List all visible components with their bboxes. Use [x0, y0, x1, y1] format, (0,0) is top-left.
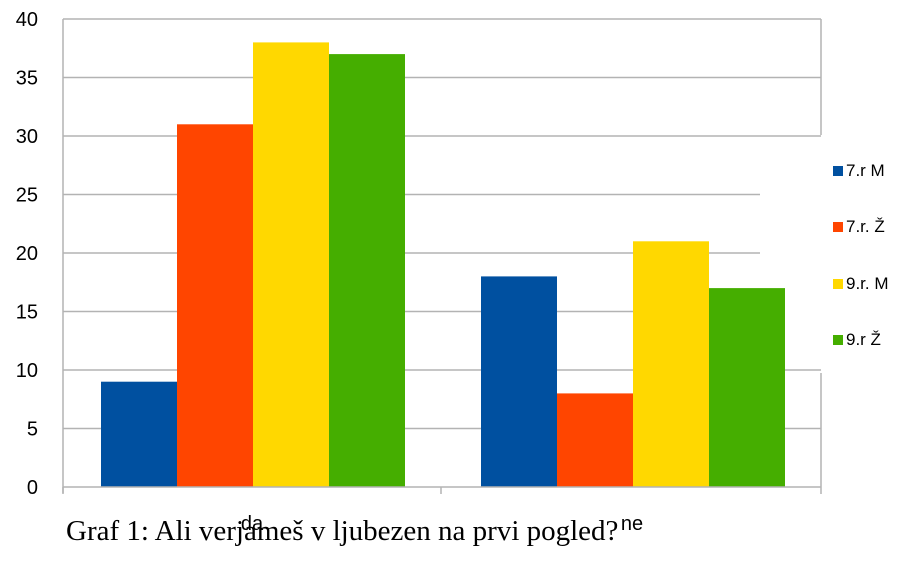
y-tick-label: 35: [16, 68, 38, 90]
legend-swatch: [833, 279, 843, 289]
bar: [709, 288, 785, 487]
bar: [329, 54, 405, 487]
bar: [633, 241, 709, 487]
bar: [557, 393, 633, 487]
bar: [481, 276, 557, 487]
x-tick-label: ne: [621, 513, 643, 535]
y-tick-label: 20: [16, 243, 38, 265]
x-tick-label: da: [241, 513, 264, 535]
x-axis-tick-labels: da ne: [241, 513, 643, 535]
bar: [253, 42, 329, 488]
y-tick-label: 25: [16, 185, 38, 207]
bars: [101, 42, 785, 488]
legend-label: 9.r Ž: [846, 330, 881, 349]
axes: [62, 19, 822, 494]
y-tick-label: 40: [16, 9, 38, 31]
figure-caption: Graf 1: Ali verjameš v ljubezen na prvi …: [66, 515, 619, 547]
legend-label: 7.r M: [846, 161, 885, 180]
legend-label: 9.r. M: [846, 274, 889, 293]
bar: [177, 124, 253, 488]
y-tick-label: 15: [16, 302, 38, 324]
y-tick-label: 10: [16, 360, 38, 382]
legend-swatch: [833, 335, 843, 345]
bar: [101, 381, 177, 487]
legend: 7.r M 7.r. Ž 9.r. M 9.r Ž: [833, 161, 889, 349]
y-tick-label: 0: [27, 477, 38, 499]
legend-swatch: [833, 222, 843, 232]
legend-swatch: [833, 166, 843, 176]
y-tick-label: 5: [27, 419, 38, 441]
legend-label: 7.r. Ž: [846, 217, 885, 236]
y-tick-label: 30: [16, 126, 38, 148]
y-axis-tick-labels: 0 5 10 15 20 25 30 35 40: [16, 9, 38, 499]
